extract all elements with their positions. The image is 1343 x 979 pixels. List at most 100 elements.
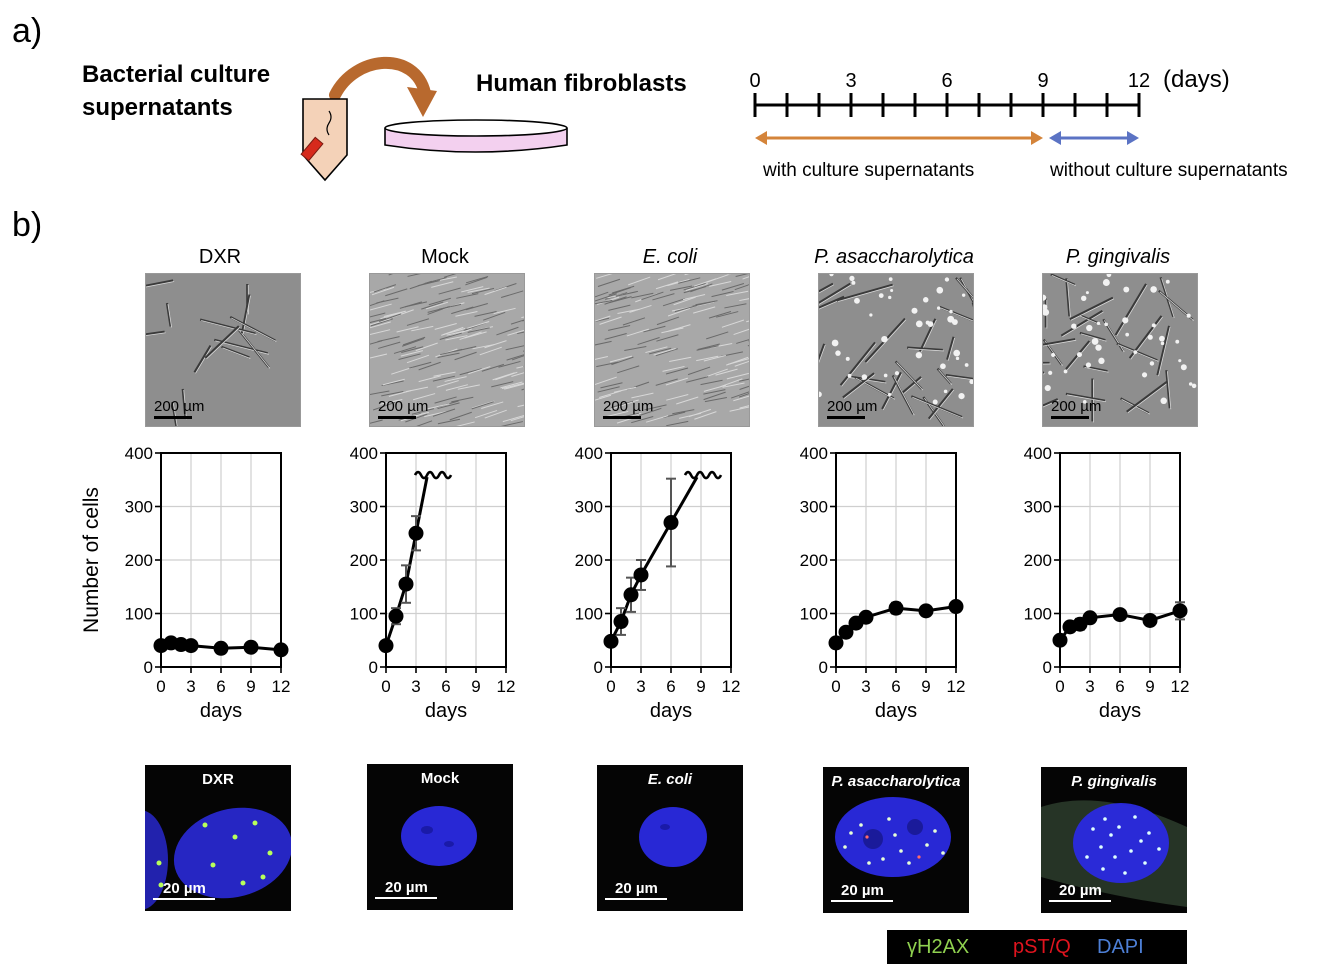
micrograph-scale-label: 200 µm [827,398,878,415]
data-point [388,608,404,624]
x-tick-label: 6 [441,677,450,696]
micrograph-dxr: 200 µm [145,273,301,427]
x-tick-label: 6 [216,677,225,696]
x-tick-label: 6 [1115,677,1124,696]
x-axis-label: days [200,700,242,722]
data-point [1142,612,1158,628]
fluorescence-dxr: DXR 20 µm [145,765,291,911]
chart-2: 0 100 200 300 400 0 3 6 9 12 days [575,444,741,722]
phase-without-label: without culture supernatants [1049,160,1288,181]
y-tick-label: 300 [575,498,603,517]
timeline-tick-label: 12 [1128,70,1150,92]
fluorescence-mock: Mock 20 µm [367,764,513,910]
x-tick-label: 0 [1055,677,1064,696]
y-tick-label: 100 [800,605,828,624]
x-tick-label: 12 [947,677,966,696]
x-tick-label: 9 [921,677,930,696]
y-tick-label: 200 [1024,551,1052,570]
fluorescence-scale-label: 20 µm [615,880,658,897]
data-point [633,567,649,583]
x-tick-label: 9 [1145,677,1154,696]
phase-with-label: with culture supernatants [762,160,974,181]
data-point [838,624,854,640]
legend-item-pstq: pST/Q [1013,936,1071,958]
micrograph-p-asaccharolytica: 200 µm [818,273,974,427]
x-tick-label: 6 [891,677,900,696]
fluorescence-title-p-gingivalis: P. gingivalis [1071,773,1157,790]
x-axis-label: days [1099,700,1141,722]
y-axis-label: Number of cells [80,487,103,633]
legend-item-gamma-h2ax: γH2AX [907,936,970,958]
column-title-p-asaccharolytica: P. asaccharolytica [814,246,974,268]
data-point [378,638,394,654]
data-point [273,642,289,658]
x-tick-label: 3 [861,677,870,696]
data-point [1112,607,1128,623]
data-point [1172,603,1188,619]
data-point [663,515,679,531]
axis-break-icon [413,470,453,480]
panel-a-label: a) [12,12,43,50]
micrograph-scale-label: 200 µm [1051,398,1102,415]
timeline-tick-label: 6 [941,70,952,92]
data-point [858,609,874,625]
fluorescence-title-e-coli: E. coli [647,771,693,788]
column-title-dxr: DXR [198,246,242,268]
fluorescence-legend: γH2AX pST/Q DAPI [887,930,1187,964]
treatment-timeline: 0 3 6 9 12 (days) with culture supernatants wit… [749,66,1288,181]
micrograph-scale-label: 200 µm [378,398,429,415]
data-point [613,614,629,630]
data-point [398,576,414,592]
column-title-mock: Mock [421,246,469,268]
timeline-tick-label: 0 [749,70,760,92]
source-label-line1: Bacterial culture [82,61,271,88]
y-tick-label: 100 [125,605,153,624]
data-point [603,633,619,649]
y-tick-label: 200 [575,551,603,570]
y-tick-label: 200 [350,551,378,570]
y-tick-label: 0 [594,658,603,677]
x-tick-label: 0 [606,677,615,696]
chart-3: 0 100 200 300 400 0 3 6 9 12 days [800,444,966,722]
x-tick-label: 0 [156,677,165,696]
y-tick-label: 300 [800,498,828,517]
data-point [623,587,639,603]
fluorescence-p-asaccharolytica: P. asaccharolytica 20 µm [823,767,969,913]
x-tick-label: 12 [497,677,516,696]
fluorescence-scale-label: 20 µm [385,879,428,896]
micrograph-scale-label: 200 µm [603,398,654,415]
data-point [243,639,259,655]
fluorescence-scale-label: 20 µm [163,880,206,897]
x-tick-label: 9 [471,677,480,696]
chart-4: 0 100 200 300 400 0 3 6 9 12 days [1024,444,1190,722]
source-label-line2: supernatants [82,94,233,121]
y-tick-label: 300 [125,498,153,517]
arrow-without-supernatants-icon [1049,131,1139,145]
x-axis-label: days [650,700,692,722]
x-tick-label: 3 [636,677,645,696]
transfer-arrow-head-icon [407,87,437,117]
x-tick-label: 6 [666,677,675,696]
x-tick-label: 0 [831,677,840,696]
data-point [828,635,844,651]
transfer-arrow-icon [329,56,431,101]
fluorescence-title-mock: Mock [420,770,460,787]
data-point [213,640,229,656]
culture-tube-icon [300,98,348,182]
column-title-e-coli: E. coli [642,246,698,268]
y-tick-label: 400 [1024,444,1052,463]
fluorescence-title-dxr: DXR [202,771,234,788]
y-tick-label: 400 [350,444,378,463]
y-tick-label: 100 [575,605,603,624]
y-tick-label: 400 [125,444,153,463]
data-point [888,600,904,616]
fluorescence-title-p-asaccharolytica: P. asaccharolytica [831,773,961,790]
timeline-tick-label: 3 [845,70,856,92]
data-point [918,603,934,619]
micrograph-e-coli: 200 µm [594,273,750,427]
axis-break-icon [683,470,723,480]
micrograph-p-gingivalis: 200 µm [1042,273,1198,427]
chart-0: 0 100 200 300 400 0 3 6 9 12 days Number of cells [80,444,290,722]
x-tick-label: 3 [411,677,420,696]
y-tick-label: 200 [125,551,153,570]
